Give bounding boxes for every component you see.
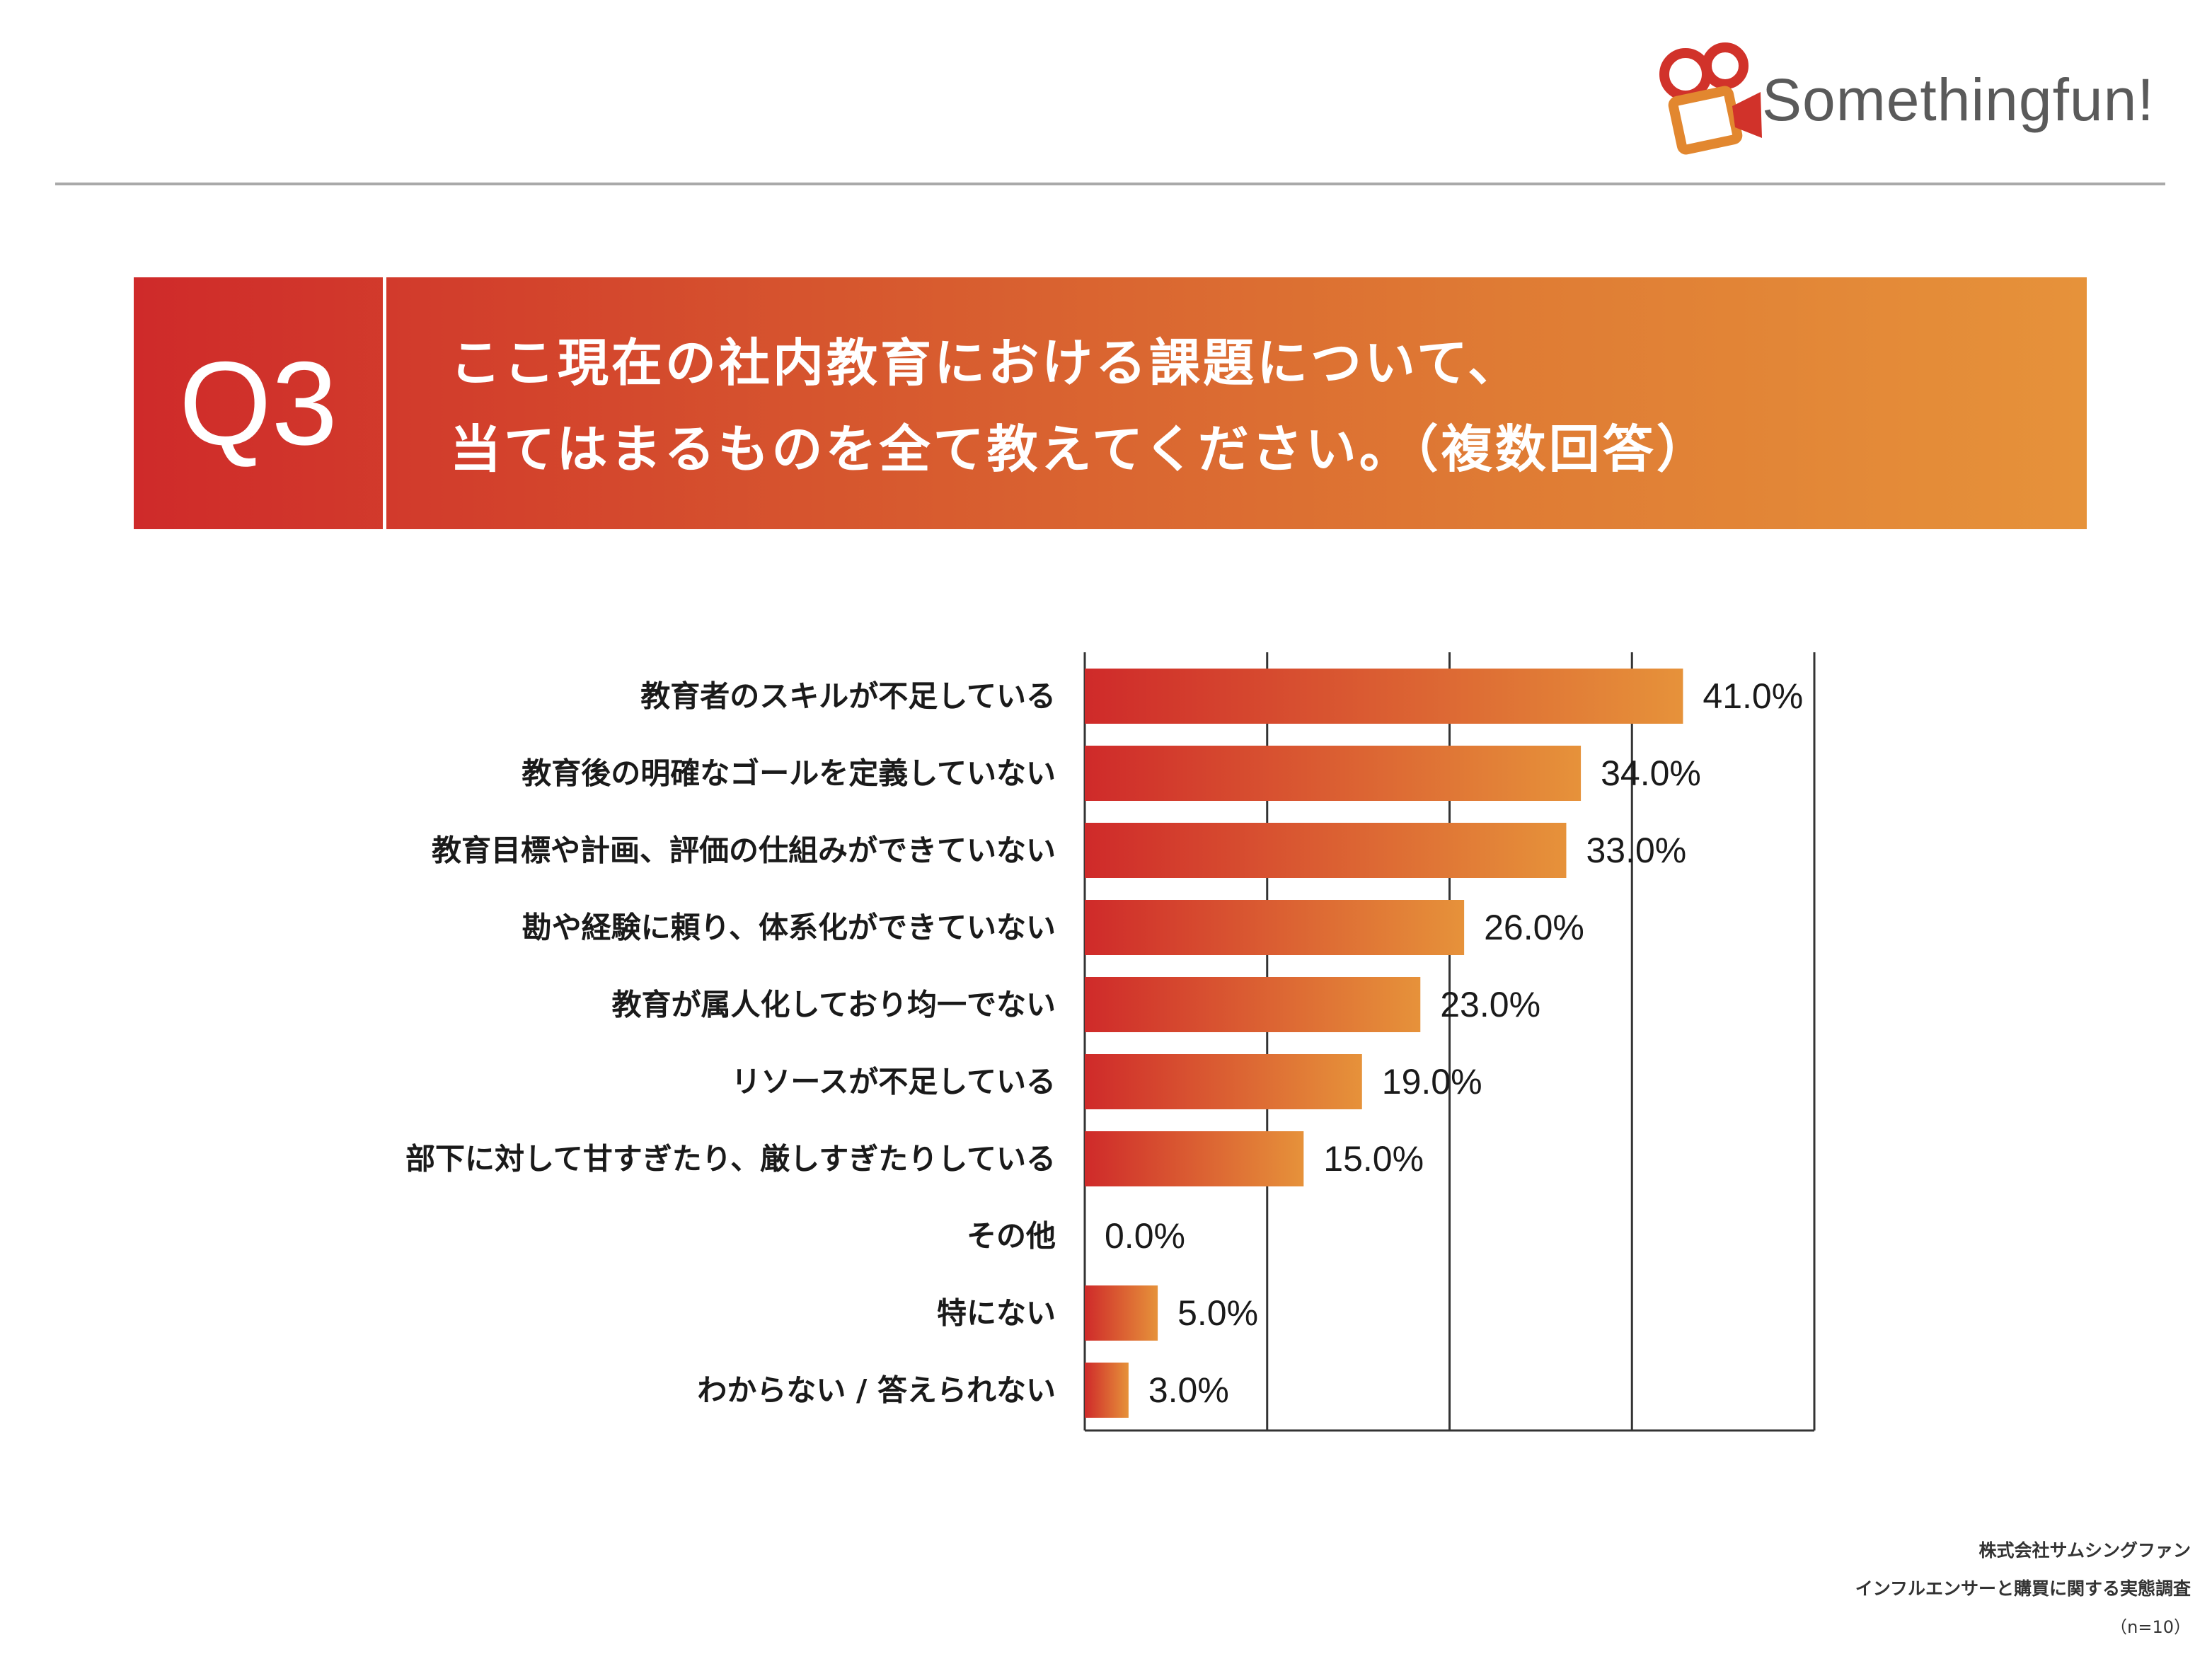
value-label-4: 26.0% (1484, 908, 1584, 947)
footer-sample-size: （n=10） (2110, 1617, 2191, 1637)
category-label-8: その他 (967, 1219, 1056, 1254)
category-label-5: 教育が属人化しており均一でない (612, 988, 1056, 1022)
bar-9 (1085, 1285, 1158, 1341)
bar-3 (1085, 823, 1567, 878)
category-label-9: 特にない (937, 1296, 1056, 1331)
bars (1085, 669, 1683, 1418)
question-line-1: ここ現在の社内教育における課題について、 (450, 333, 1522, 393)
footer-company: 株式会社サムシングファン (1978, 1540, 2191, 1561)
footer-notes: 株式会社サムシングファン インフルエンサーと購買に関する実態調査 （n=10） (1855, 1532, 2191, 1646)
question-number: Q3 (178, 336, 338, 470)
value-label-5: 23.0% (1440, 985, 1540, 1024)
bar-2 (1085, 746, 1582, 801)
category-label-2: 教育後の明確なゴールを定義していない (522, 756, 1056, 791)
category-labels: 教育者のスキルが不足している教育後の明確なゴールを定義していない教育目標や計画、… (405, 679, 1056, 1408)
value-label-8: 0.0% (1105, 1216, 1185, 1256)
category-label-10: わからない / 答えられない (697, 1373, 1056, 1408)
value-label-9: 5.0% (1177, 1293, 1258, 1333)
value-label-3: 33.0% (1586, 831, 1686, 870)
question-banner: Q3 ここ現在の社内教育における課題について、 当てはまるものを全て教えてくださ… (134, 277, 2087, 529)
question-text: ここ現在の社内教育における課題について、 当てはまるものを全て教えてください。（… (450, 320, 2030, 492)
bar-6 (1085, 1054, 1362, 1109)
bar-5 (1085, 977, 1421, 1032)
category-label-3: 教育目標や計画、評価の仕組みができていない (432, 833, 1056, 868)
bar-4 (1085, 900, 1465, 955)
bar-7 (1085, 1131, 1304, 1186)
category-label-4: 勘や経験に頼り、体系化ができていない (522, 911, 1056, 945)
value-label-7: 15.0% (1323, 1139, 1424, 1179)
brand-name: Somethingfun! (1762, 67, 2155, 133)
category-label-6: リソースが不足している (731, 1065, 1056, 1099)
header-divider (55, 183, 2165, 185)
question-line-2: 当てはまるものを全て教えてください。（複数回答） (450, 420, 1710, 479)
value-label-1: 41.0% (1703, 676, 1803, 716)
value-labels: 41.0%34.0% 33.0%26.0% 23.0% 19.0% 15.0% 0.0% 5… (1105, 676, 1803, 1410)
footer-survey: インフルエンサーと購買に関する実態調査 (1855, 1578, 2191, 1599)
banner-separator (383, 277, 386, 529)
bar-1 (1085, 669, 1683, 724)
camera-logo-icon (1659, 42, 1762, 155)
category-label-7: 部下に対して甘すぎたり、厳しすぎたりしている (405, 1142, 1056, 1177)
value-label-10: 3.0% (1148, 1370, 1229, 1410)
bar-10 (1085, 1363, 1129, 1418)
value-label-2: 34.0% (1601, 753, 1701, 793)
brand-logo: Somethingfun! (1649, 39, 2158, 159)
category-label-1: 教育者のスキルが不足している (640, 679, 1056, 714)
value-label-6: 19.0% (1382, 1062, 1482, 1102)
